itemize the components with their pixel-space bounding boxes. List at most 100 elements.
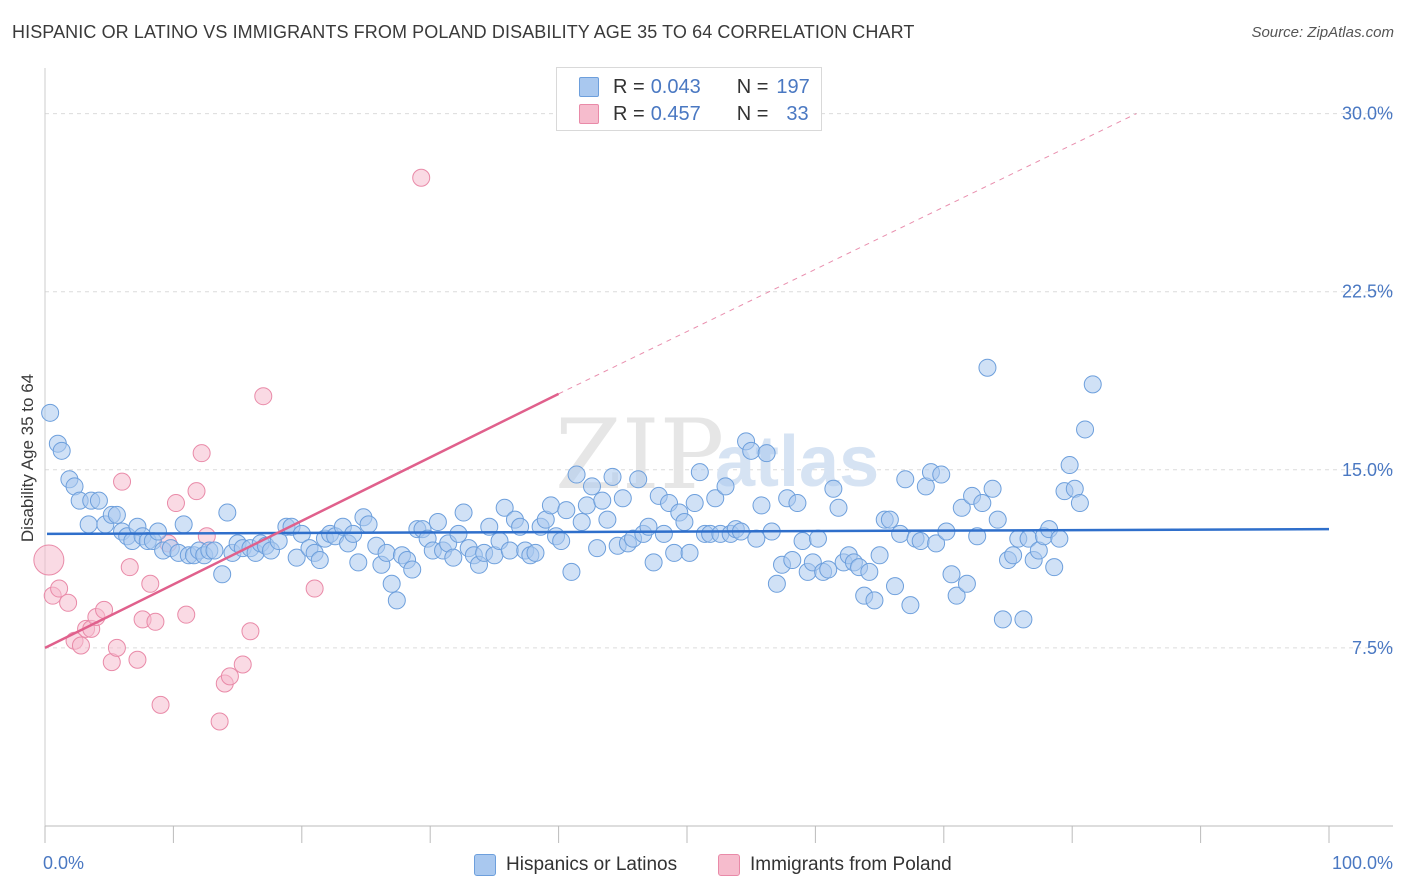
hispanic-point [644,553,663,572]
legend-n-value: 197 [776,75,810,98]
trend-lines [44,113,1330,650]
legend-r-label: R = [613,75,645,98]
hispanic-point [973,494,992,513]
hispanic-point [911,532,930,551]
hispanic-point [588,539,607,558]
poland-point [241,622,260,641]
hispanic-point [1076,420,1095,439]
legend-n-value: 33 [786,102,809,125]
legend-swatch-blue [579,77,599,97]
hispanic-point [747,529,766,548]
hispanic-point [988,510,1007,529]
hispanic-point [870,546,889,565]
poland-point [128,650,147,669]
hispanic-point [927,534,946,553]
legend-n-label: N = [736,102,769,125]
hispanic-point [449,524,468,543]
hispanic-point [629,470,648,489]
legend-r-value: 0.457 [650,102,701,125]
hispanic-point [947,586,966,605]
hispanic-point [79,515,98,534]
hispanic-point [598,510,617,529]
poland-point [254,387,273,406]
hispanic-point [577,496,596,515]
hispanic-point [1070,494,1089,513]
hispanic-point [654,524,673,543]
hispanic-point [310,551,329,570]
hispanic-point [793,532,812,551]
poland-point [50,579,69,598]
grid-lines [45,113,1393,649]
poland-point [210,712,229,731]
y-axis-label: Disability Age 35 to 64 [18,374,37,542]
hispanic-point [526,543,545,562]
hispanic-point [1045,558,1064,577]
hispanic-point [665,543,684,562]
hispanic-point [1050,529,1069,548]
hispanic-point [1083,375,1102,394]
hispanic-point [349,553,368,572]
hispanic-point [613,489,632,508]
x-tick-label: 100.0% [1332,853,1393,873]
hispanic-point [593,491,612,510]
y-tick-label: 30.0% [1342,104,1393,124]
hispanic-point [557,501,576,520]
hispanic-point [957,574,976,593]
chart-title: HISPANIC OR LATINO VS IMMIGRANTS FROM PO… [12,22,915,42]
hispanic-point [983,479,1002,498]
legend-swatch-pink [718,854,740,876]
hispanic-point [706,489,725,508]
hispanic-point [454,503,473,522]
legend-item-poland[interactable]: Immigrants from Poland [718,852,952,878]
hispanic-point [377,543,396,562]
hispanic-point [829,498,848,517]
hispanic-point [205,541,224,560]
watermark: ZIP atlas [555,399,879,511]
hispanic-point [428,513,447,532]
axes [44,68,1393,843]
stats-legend: R = 0.043 N = 197 R = 0.457 N = 33 [556,67,822,131]
hispanic-point [382,574,401,593]
hispanic-point [148,522,167,541]
legend-row-poland: R = 0.457 N = 33 [579,101,809,127]
hispanic-point [767,574,786,593]
hispanic-point [865,591,884,610]
hispanic-point [403,560,422,579]
hispanic-point [567,465,586,484]
hispanic-point [387,591,406,610]
hispanic-point [675,513,694,532]
hispanic-point [500,541,519,560]
poland-point [166,494,185,513]
hispanic-point [685,494,704,513]
hispanic-point [752,496,771,515]
hispanic-point [174,515,193,534]
y-tick-label: 15.0% [1342,460,1393,480]
poland-point [192,444,211,463]
hispanic-point [213,565,232,584]
hispanic-trend-line [46,527,1330,536]
y-tick-label: 22.5% [1342,282,1393,302]
legend-r-label: R = [613,102,645,125]
hispanic-point [1014,610,1033,629]
legend-swatch-blue [474,854,496,876]
hispanic-point [993,610,1012,629]
legend-n-label: N = [736,75,769,98]
hispanic-point [978,358,997,377]
hispanic-point [819,560,838,579]
tick-labels: 7.5% 15.0% 22.5% 30.0% 0.0% 100.0% [43,104,1393,873]
series-poland-points [33,168,431,731]
hispanic-point [541,496,560,515]
hispanic-point [968,527,987,546]
legend-item-hispanic[interactable]: Hispanics or Latinos [474,852,677,878]
hispanic-point [716,477,735,496]
hispanic-point [359,515,378,534]
hispanic-point [495,498,514,517]
hispanic-point [444,548,463,567]
poland-point [187,482,206,501]
hispanic-point [690,463,709,482]
poland-point [107,638,126,657]
hispanic-point [552,532,571,551]
hispanic-point [860,562,879,581]
hispanic-point [107,505,126,524]
